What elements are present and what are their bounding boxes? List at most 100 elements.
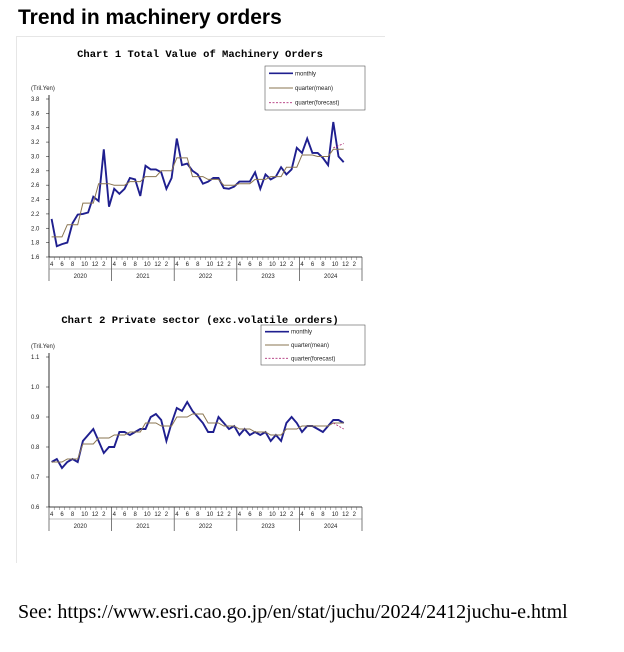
y-tick-label: 3.0 bbox=[31, 154, 40, 160]
x-month-label: 12 bbox=[92, 262, 99, 268]
y-tick-label: 1.6 bbox=[31, 255, 40, 261]
x-month-label: 2 bbox=[165, 512, 169, 518]
x-month-label: 4 bbox=[50, 512, 54, 518]
y-tick-label: 0.9 bbox=[31, 415, 40, 421]
y-tick-label: 3.2 bbox=[31, 140, 40, 146]
y-tick-label: 2.8 bbox=[31, 169, 40, 175]
x-month-label: 8 bbox=[259, 512, 263, 518]
x-month-label: 2 bbox=[227, 512, 231, 518]
x-month-label: 6 bbox=[248, 262, 252, 268]
y-tick-label: 0.6 bbox=[31, 505, 40, 511]
x-month-label: 12 bbox=[280, 512, 287, 518]
x-month-label: 8 bbox=[71, 512, 75, 518]
x-month-label: 6 bbox=[311, 262, 315, 268]
y-tick-label: 0.8 bbox=[31, 445, 40, 451]
x-month-label: 10 bbox=[269, 512, 276, 518]
x-month-label: 4 bbox=[113, 512, 117, 518]
x-month-label: 12 bbox=[154, 512, 161, 518]
x-month-label: 12 bbox=[280, 262, 287, 268]
x-month-label: 12 bbox=[217, 262, 224, 268]
x-month-label: 2 bbox=[102, 262, 106, 268]
x-month-label: 12 bbox=[342, 262, 349, 268]
source-note[interactable]: See: https://www.esri.cao.go.jp/en/stat/… bbox=[18, 601, 568, 623]
x-month-label: 8 bbox=[133, 262, 137, 268]
x-year-label: 2024 bbox=[324, 274, 338, 280]
legend-label: quarter(mean) bbox=[291, 343, 329, 349]
figure-panel: Chart 1 Total Value of Machinery Orders (… bbox=[16, 36, 385, 563]
x-month-label: 8 bbox=[196, 262, 200, 268]
x-month-label: 8 bbox=[259, 262, 263, 268]
x-month-label: 8 bbox=[321, 262, 325, 268]
legend-label: monthly bbox=[291, 330, 312, 336]
series-quarter-forecast bbox=[333, 422, 344, 430]
x-month-label: 4 bbox=[113, 262, 117, 268]
x-month-label: 6 bbox=[123, 262, 127, 268]
x-month-label: 2 bbox=[290, 512, 294, 518]
x-month-label: 10 bbox=[144, 262, 151, 268]
x-month-label: 4 bbox=[300, 512, 304, 518]
x-year-label: 2020 bbox=[74, 524, 88, 530]
x-month-label: 2 bbox=[102, 512, 106, 518]
y-axis-label: (Tril.Yen) bbox=[31, 86, 55, 92]
x-month-label: 2 bbox=[353, 512, 357, 518]
series-quarter-mean bbox=[51, 413, 344, 463]
x-month-label: 10 bbox=[81, 512, 88, 518]
legend-label: quarter(forecast) bbox=[295, 101, 339, 107]
x-month-label: 4 bbox=[300, 262, 304, 268]
y-tick-label: 1.1 bbox=[31, 355, 40, 361]
y-tick-label: 3.6 bbox=[31, 111, 40, 117]
x-month-label: 6 bbox=[186, 512, 190, 518]
x-month-label: 4 bbox=[50, 262, 54, 268]
y-tick-label: 1.0 bbox=[31, 385, 40, 391]
x-month-label: 12 bbox=[217, 512, 224, 518]
x-month-label: 10 bbox=[207, 262, 214, 268]
x-month-label: 12 bbox=[154, 262, 161, 268]
x-month-label: 6 bbox=[60, 262, 64, 268]
x-month-label: 12 bbox=[342, 512, 349, 518]
series-monthly bbox=[51, 400, 345, 470]
legend-label: quarter(mean) bbox=[295, 86, 333, 92]
legend-label: quarter(forecast) bbox=[291, 356, 335, 362]
x-month-label: 4 bbox=[238, 262, 242, 268]
x-month-label: 6 bbox=[123, 512, 127, 518]
chart-title: Chart 2 Private sector (exc.volatile ord… bbox=[61, 315, 338, 327]
x-year-label: 2024 bbox=[324, 524, 338, 530]
series-quarter-mean bbox=[51, 148, 344, 238]
x-month-label: 2 bbox=[227, 262, 231, 268]
x-month-label: 10 bbox=[332, 262, 339, 268]
legend-label: monthly bbox=[295, 71, 316, 77]
y-tick-label: 1.8 bbox=[31, 241, 40, 247]
x-month-label: 10 bbox=[81, 262, 88, 268]
y-tick-label: 2.2 bbox=[31, 212, 40, 218]
y-tick-label: 3.8 bbox=[31, 97, 40, 103]
x-year-label: 2023 bbox=[261, 274, 275, 280]
x-month-label: 4 bbox=[238, 512, 242, 518]
x-month-label: 4 bbox=[175, 262, 179, 268]
x-year-label: 2021 bbox=[136, 274, 150, 280]
x-month-label: 2 bbox=[165, 262, 169, 268]
x-month-label: 2 bbox=[353, 262, 357, 268]
y-tick-label: 3.4 bbox=[31, 126, 40, 132]
chart-2: Chart 2 Private sector (exc.volatile ord… bbox=[31, 315, 366, 531]
x-month-label: 6 bbox=[248, 512, 252, 518]
x-month-label: 8 bbox=[321, 512, 325, 518]
x-month-label: 12 bbox=[92, 512, 99, 518]
page-title: Trend in machinery orders bbox=[18, 6, 282, 29]
x-month-label: 10 bbox=[144, 512, 151, 518]
y-tick-label: 0.7 bbox=[31, 475, 40, 481]
x-month-label: 2 bbox=[290, 262, 294, 268]
x-month-label: 6 bbox=[60, 512, 64, 518]
x-month-label: 8 bbox=[133, 512, 137, 518]
x-month-label: 4 bbox=[175, 512, 179, 518]
chart-1: Chart 1 Total Value of Machinery Orders (… bbox=[31, 49, 366, 281]
x-month-label: 10 bbox=[207, 512, 214, 518]
y-axis-label: (Tril.Yen) bbox=[31, 344, 55, 350]
series-quarter-forecast bbox=[333, 143, 344, 149]
x-year-label: 2022 bbox=[199, 524, 213, 530]
series-monthly bbox=[50, 121, 345, 248]
x-year-label: 2022 bbox=[199, 274, 213, 280]
y-tick-label: 2.0 bbox=[31, 226, 40, 232]
x-month-label: 10 bbox=[269, 262, 276, 268]
x-month-label: 8 bbox=[71, 262, 75, 268]
x-month-label: 6 bbox=[311, 512, 315, 518]
